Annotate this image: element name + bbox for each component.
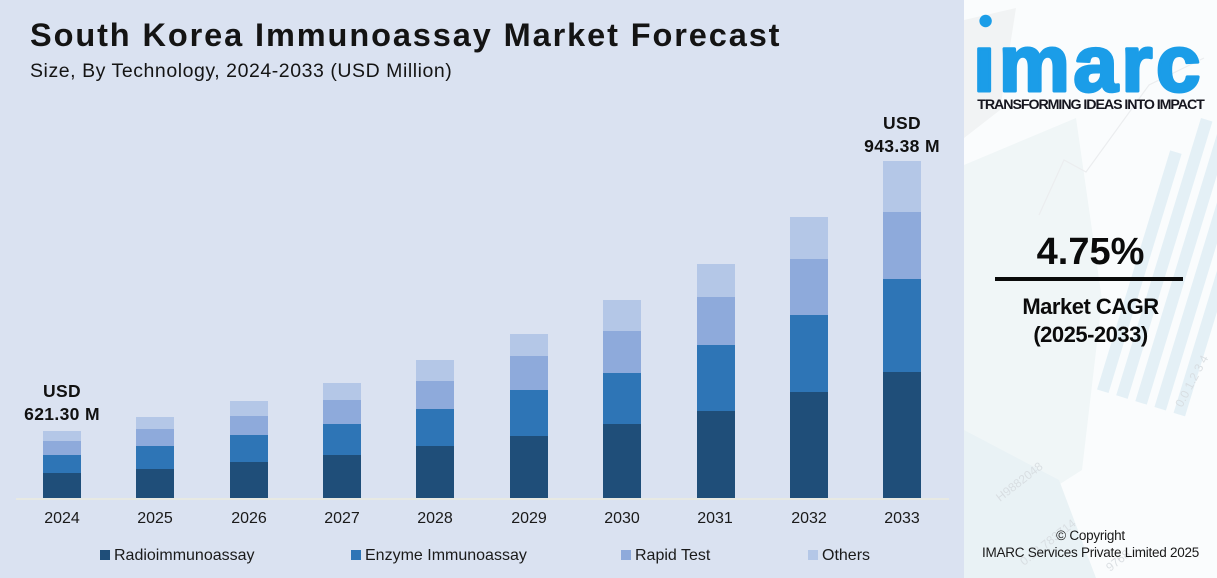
svg-text:ımarc: ımarc (973, 19, 1204, 108)
